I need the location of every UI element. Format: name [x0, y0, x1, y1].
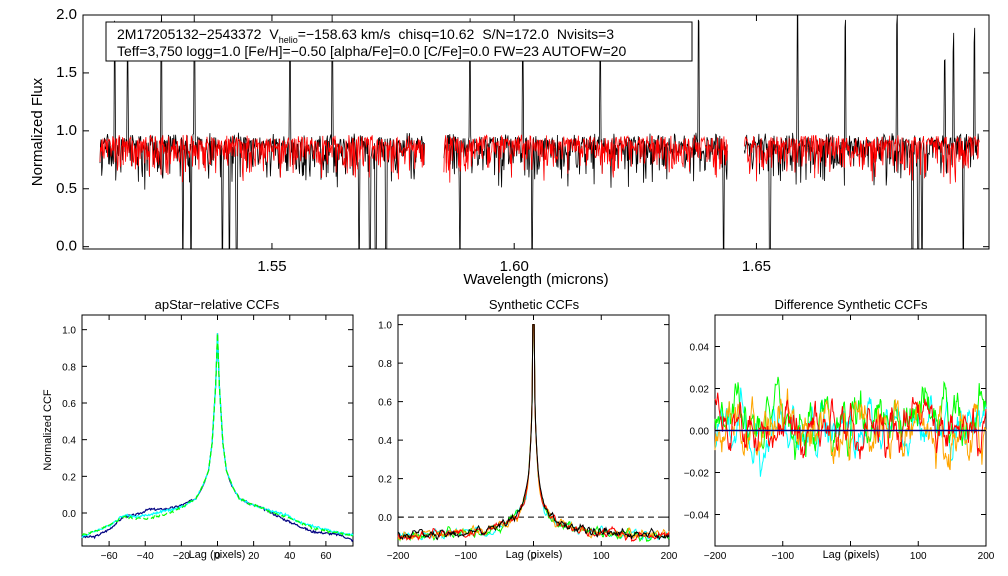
spectrum-panel: 1.55 1.60 1.650.00.51.01.52.0 Wavelength (…	[29, 6, 989, 288]
synthetic-ccf-series-3	[398, 325, 669, 541]
y-tick-label: 1.0	[378, 321, 392, 332]
spectrum-x-label: Wavelength (microns)	[463, 271, 608, 288]
x-tick-label: −200	[387, 551, 410, 562]
y-tick-label: 0.02	[690, 385, 710, 396]
y-tick-label: 0.0	[56, 238, 77, 255]
difference-ccf-panel: Difference Synthetic CCFs −200 −100 0 100 20…	[684, 297, 995, 562]
apstar-ccf-series-2	[82, 333, 353, 537]
y-tick-label: 0.4	[62, 436, 76, 447]
x-tick-label: −60	[101, 551, 118, 562]
y-tick-label: −0.04	[684, 511, 710, 522]
info-line-2: Teff=3,750 logg=1.0 [Fe/H]=−0.50 [alpha/…	[117, 43, 626, 59]
x-tick-label: 100	[910, 551, 927, 562]
snr-value: S/N=172.0	[482, 26, 549, 42]
synthetic-ccf-panel: Synthetic CCFs −200 −100 0 100 2000.00.20.40…	[378, 297, 678, 562]
y-tick-label: 0.04	[690, 343, 710, 354]
apstar-ccf-series-1	[82, 333, 353, 538]
y-tick-label: 0.2	[62, 472, 76, 483]
y-tick-label: 1.0	[56, 122, 77, 139]
difference-ccf-lines	[715, 377, 986, 477]
x-tick-label: 20	[248, 551, 260, 562]
spectrum-y-label: Normalized Flux	[29, 77, 46, 186]
synthetic-ccf-series-2	[398, 325, 669, 540]
y-tick-label: 0.8	[62, 362, 76, 373]
y-tick-label: 1.5	[56, 64, 77, 81]
apstar-ccf-title: apStar−relative CCFs	[155, 297, 280, 312]
y-tick-label: 0.6	[378, 398, 392, 409]
x-tick-label: 60	[320, 551, 332, 562]
x-tick-label: 1.65	[742, 258, 771, 275]
apstar-ccf-series-0	[82, 333, 353, 541]
x-tick-label: 1.55	[257, 258, 286, 275]
x-tick-label: 200	[661, 551, 678, 562]
apstar-ccf-lines	[82, 333, 353, 541]
synthetic-ccf-series-1	[398, 325, 669, 542]
nvisits-value: Nvisits=3	[557, 26, 614, 42]
vhelio-value: =−158.63 km/s	[298, 26, 391, 42]
x-tick-label: 40	[284, 551, 296, 562]
x-tick-label: −100	[771, 551, 794, 562]
chisq-value: chisq=10.62	[398, 26, 474, 42]
x-tick-label: 100	[593, 551, 610, 562]
synthetic-ccf-title: Synthetic CCFs	[489, 297, 580, 312]
y-tick-label: 0.4	[378, 436, 392, 447]
y-tick-label: 0.0	[378, 513, 392, 524]
apstar-ccf-x-label: Lag (pixels)	[189, 549, 246, 561]
synthetic-ccf-series-4	[398, 325, 669, 540]
apstar-ccf-panel: apStar−relative CCFs −60 −40 −20 0 20 40 600.0…	[42, 297, 353, 562]
difference-ccf-title: Difference Synthetic CCFs	[775, 297, 928, 312]
apstar-ccf-y-label: Normalized CCF	[42, 389, 54, 471]
difference-ccf-x-label: Lag (pixels)	[823, 549, 880, 561]
star-id: 2M17205132−2543372	[117, 26, 262, 42]
x-tick-label: −40	[137, 551, 154, 562]
synthetic-ccf-lines	[398, 325, 669, 542]
y-tick-label: 0.0	[62, 509, 76, 520]
x-tick-label: −200	[704, 551, 727, 562]
synthetic-ccf-frame	[398, 315, 669, 546]
y-tick-label: 0.2	[378, 475, 392, 486]
y-tick-label: 1.0	[62, 326, 76, 337]
figure-canvas: 1.55 1.60 1.650.00.51.01.52.0 Wavelength (…	[0, 0, 1008, 576]
y-tick-label: 0.00	[690, 427, 710, 438]
y-tick-label: 0.5	[56, 180, 77, 197]
y-tick-label: 0.8	[378, 359, 392, 370]
x-tick-label: 200	[978, 551, 995, 562]
synthetic-ccf-x-label: Lag (pixels)	[506, 549, 563, 561]
x-tick-label: −100	[454, 551, 477, 562]
y-tick-label: −0.02	[684, 469, 710, 480]
synthetic-ccf-series-0	[398, 325, 669, 540]
y-tick-label: 0.6	[62, 399, 76, 410]
y-tick-label: 2.0	[56, 6, 77, 23]
